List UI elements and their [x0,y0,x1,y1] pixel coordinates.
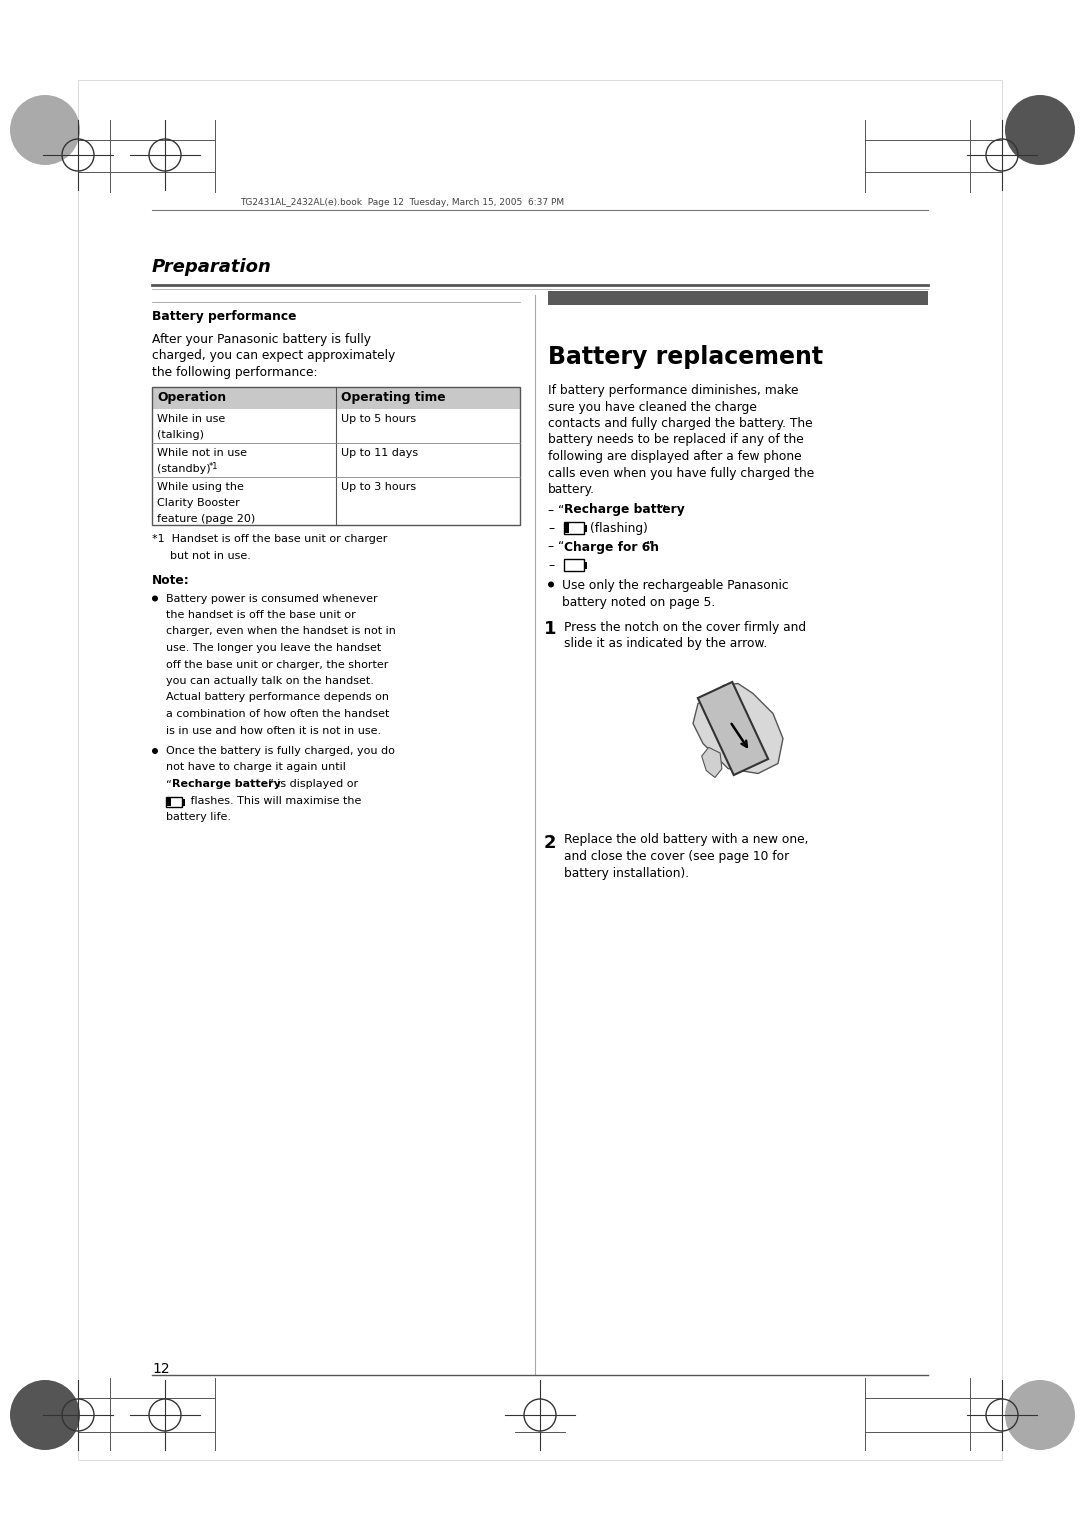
Text: 2: 2 [544,833,556,851]
Polygon shape [698,681,768,775]
Text: Clarity Booster: Clarity Booster [157,498,240,507]
Text: –: – [548,559,554,571]
Text: Charge for 6h: Charge for 6h [564,541,659,553]
Text: battery installation).: battery installation). [564,866,689,880]
Text: and close the cover (see page 10 for: and close the cover (see page 10 for [564,850,789,863]
Text: While in use: While in use [157,414,226,423]
Text: Operating time: Operating time [341,391,446,403]
Text: While using the: While using the [157,481,244,492]
Text: battery.: battery. [548,483,595,497]
Text: Up to 5 hours: Up to 5 hours [341,414,416,423]
Circle shape [1005,95,1075,165]
Text: off the base unit or charger, the shorter: off the base unit or charger, the shorte… [166,660,389,669]
Circle shape [152,749,158,753]
Text: battery life.: battery life. [166,811,231,822]
Polygon shape [702,747,721,778]
Text: After your Panasonic battery is fully: After your Panasonic battery is fully [152,333,372,345]
Text: *1  Handset is off the base unit or charger: *1 Handset is off the base unit or charg… [152,535,388,544]
Text: feature (page 20): feature (page 20) [157,515,255,524]
Text: Battery power is consumed whenever: Battery power is consumed whenever [166,593,378,604]
Bar [152,387,519,408]
Circle shape [10,1380,80,1450]
Bar [167,798,171,805]
Circle shape [1005,1380,1075,1450]
Text: If battery performance diminishes, make: If battery performance diminishes, make [548,384,798,397]
Bar [584,526,588,532]
Text: battery needs to be replaced if any of the: battery needs to be replaced if any of t… [548,434,804,446]
Text: calls even when you have fully charged the: calls even when you have fully charged t… [548,466,814,480]
Text: battery noted on page 5.: battery noted on page 5. [562,596,715,610]
Text: Up to 3 hours: Up to 3 hours [341,481,416,492]
Text: “: “ [166,779,172,788]
Polygon shape [693,683,783,773]
Text: ”: ” [660,504,666,516]
Text: Use only the rechargeable Panasonic: Use only the rechargeable Panasonic [562,579,788,593]
Text: Once the battery is fully charged, you do: Once the battery is fully charged, you d… [166,746,395,756]
Text: Actual battery performance depends on: Actual battery performance depends on [166,692,389,703]
Text: the following performance:: the following performance: [152,367,318,379]
Text: is in use and how often it is not in use.: is in use and how often it is not in use… [166,726,381,735]
Bar [565,523,569,533]
Text: 12: 12 [152,1361,170,1377]
Text: (flashing): (flashing) [590,523,648,535]
Text: Battery replacement: Battery replacement [548,345,823,368]
Text: charger, even when the handset is not in: charger, even when the handset is not in [166,626,396,637]
Text: –: – [548,523,554,535]
Text: Recharge battery: Recharge battery [172,779,281,788]
Text: TG2431AL_2432AL(e).book  Page 12  Tuesday, March 15, 2005  6:37 PM: TG2431AL_2432AL(e).book Page 12 Tuesday,… [240,199,564,206]
Text: Operation: Operation [157,391,226,403]
Bar [564,523,584,533]
Bar [548,290,928,306]
Text: Press the notch on the cover firmly and: Press the notch on the cover firmly and [564,620,806,634]
Bar [564,559,584,571]
Text: not have to charge it again until: not have to charge it again until [166,762,346,773]
Text: use. The longer you leave the handset: use. The longer you leave the handset [166,643,381,652]
Bar [78,79,1002,1459]
Text: a combination of how often the handset: a combination of how often the handset [166,709,390,720]
Text: Replace the old battery with a new one,: Replace the old battery with a new one, [564,833,809,847]
Bar [152,387,519,524]
Text: ”: ” [646,541,652,553]
Text: *1: *1 [210,461,218,471]
Text: (talking): (talking) [157,429,204,440]
Bar [166,796,183,807]
Circle shape [152,596,158,602]
Text: While not in use: While not in use [157,448,247,457]
Text: following are displayed after a few phone: following are displayed after a few phon… [548,451,801,463]
Circle shape [10,95,80,165]
Text: (standby): (standby) [157,465,211,474]
Text: – “: – “ [548,541,565,553]
Bar [584,562,588,568]
Circle shape [548,582,554,587]
Text: slide it as indicated by the arrow.: slide it as indicated by the arrow. [564,637,767,649]
Text: Preparation: Preparation [152,258,272,277]
Text: but not in use.: but not in use. [170,552,251,561]
Text: flashes. This will maximise the: flashes. This will maximise the [187,796,362,805]
Text: Up to 11 days: Up to 11 days [341,448,418,457]
Text: Recharge battery: Recharge battery [564,504,685,516]
Text: charged, you can expect approximately: charged, you can expect approximately [152,350,395,362]
Text: ” is displayed or: ” is displayed or [268,779,359,788]
Text: you can actually talk on the handset.: you can actually talk on the handset. [166,675,374,686]
Text: contacts and fully charged the battery. The: contacts and fully charged the battery. … [548,417,812,429]
Text: sure you have cleaned the charge: sure you have cleaned the charge [548,400,757,414]
Bar [183,799,185,805]
Text: the handset is off the base unit or: the handset is off the base unit or [166,610,355,620]
Text: Note:: Note: [152,573,190,587]
Text: – “: – “ [548,504,565,516]
Text: Battery performance: Battery performance [152,310,297,322]
Text: 1: 1 [544,620,556,639]
